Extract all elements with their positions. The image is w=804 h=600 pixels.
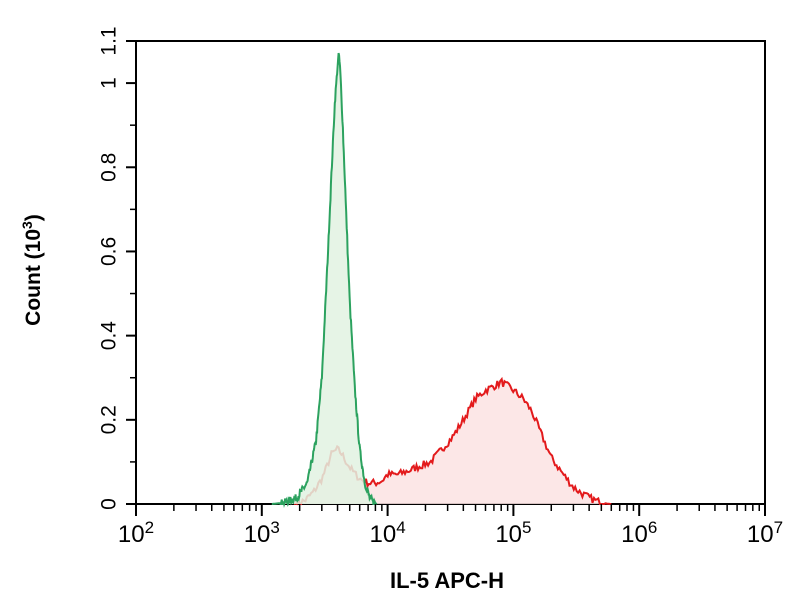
series-layer — [271, 52, 612, 508]
y-tick-label: 1 — [98, 77, 121, 89]
y-tick-label: 1.1 — [98, 26, 121, 55]
series-1-area — [293, 379, 612, 504]
ticks-layer: 0 0.2 0.4 0.6 0.8 1 1.1 102 103 104 105 106 107 — [98, 26, 784, 548]
x-tick-label: 103 — [244, 518, 280, 548]
x-tick-label: 104 — [370, 518, 406, 548]
x-tick-label: 106 — [621, 518, 657, 548]
x-tick-label: 102 — [118, 518, 154, 548]
x-tick-label: 105 — [495, 518, 531, 548]
x-axis-label: IL-5 APC-H — [390, 568, 504, 593]
series-0-area — [271, 53, 377, 504]
y-tick-label: 0.4 — [98, 321, 121, 351]
y-tick-label: 0.2 — [98, 405, 121, 434]
plot-frame — [135, 40, 766, 505]
y-tick-label: 0 — [98, 498, 121, 510]
x-tick-label: 107 — [747, 518, 783, 548]
y-axis-label: Count (103) — [19, 214, 45, 326]
y-tick-label: 0.8 — [98, 153, 121, 182]
series-0-line — [271, 52, 378, 508]
y-tick-label: 0.6 — [98, 237, 121, 266]
